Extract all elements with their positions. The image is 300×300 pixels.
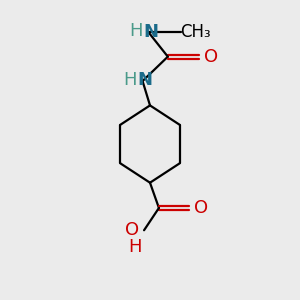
- Text: O: O: [124, 221, 139, 239]
- Text: N: N: [137, 71, 152, 89]
- Text: O: O: [194, 199, 208, 217]
- Text: CH₃: CH₃: [180, 23, 211, 41]
- Text: H: H: [123, 70, 137, 88]
- Text: O: O: [205, 48, 219, 66]
- Text: N: N: [143, 23, 158, 41]
- Text: H: H: [129, 22, 143, 40]
- Text: H: H: [128, 238, 142, 256]
